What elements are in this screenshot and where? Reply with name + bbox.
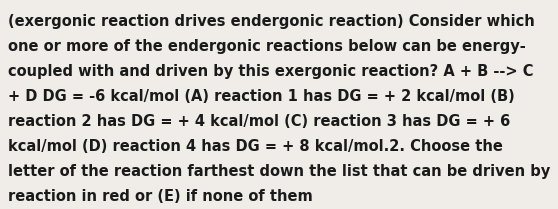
Text: kcal/mol (D) reaction 4 has DG = + 8 kcal/mol.2. Choose the: kcal/mol (D) reaction 4 has DG = + 8 kca… bbox=[8, 139, 503, 154]
Text: (exergonic reaction drives endergonic reaction) Consider which: (exergonic reaction drives endergonic re… bbox=[8, 14, 535, 29]
Text: coupled with and driven by this exergonic reaction? A + B --> C: coupled with and driven by this exergoni… bbox=[8, 64, 533, 79]
Text: letter of the reaction farthest down the list that can be driven by: letter of the reaction farthest down the… bbox=[8, 164, 550, 179]
Text: + D DG = -6 kcal/mol (A) reaction 1 has DG = + 2 kcal/mol (B): + D DG = -6 kcal/mol (A) reaction 1 has … bbox=[8, 89, 514, 104]
Text: reaction in red or (E) if none of them: reaction in red or (E) if none of them bbox=[8, 189, 312, 204]
Text: one or more of the endergonic reactions below can be energy-: one or more of the endergonic reactions … bbox=[8, 39, 526, 54]
Text: reaction 2 has DG = + 4 kcal/mol (C) reaction 3 has DG = + 6: reaction 2 has DG = + 4 kcal/mol (C) rea… bbox=[8, 114, 510, 129]
